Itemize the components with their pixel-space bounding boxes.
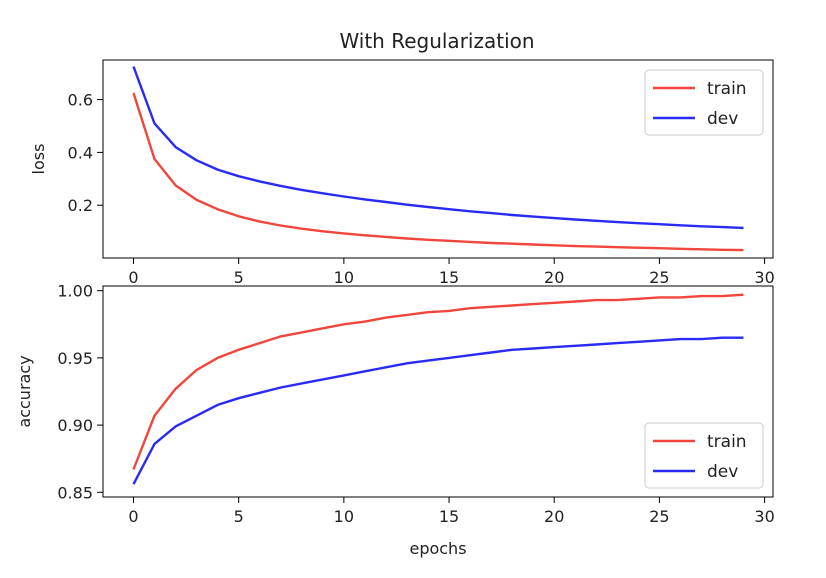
y-tick-label: 0.95 xyxy=(57,349,93,368)
y-tick-label: 1.00 xyxy=(57,282,93,301)
x-tick-label: 0 xyxy=(128,507,138,526)
legend-label-dev: dev xyxy=(707,462,738,482)
series-line-dev xyxy=(132,66,744,230)
x-tick-label: 20 xyxy=(544,268,564,287)
axes-frame xyxy=(102,285,774,498)
y-tick-label: 0.85 xyxy=(57,483,93,502)
x-tick-label: 5 xyxy=(234,507,244,526)
legend: train dev xyxy=(644,422,764,489)
x-tick-label: 30 xyxy=(754,268,774,287)
series-line-dev xyxy=(132,336,744,485)
y-axis-label: loss xyxy=(29,144,48,175)
y-tick-label: 0.4 xyxy=(68,143,93,162)
y-tick-label: 0.6 xyxy=(68,91,93,110)
legend-label-train: train xyxy=(707,79,747,99)
x-tick-label: 15 xyxy=(439,507,459,526)
x-tick-label: 20 xyxy=(544,507,564,526)
x-tick-label: 25 xyxy=(649,507,669,526)
legend: train dev xyxy=(644,69,764,136)
x-tick-label: 10 xyxy=(334,507,354,526)
accuracy-panel: 0 5 10 15 20 25 30 0.85 0.90 0.95 1.00 accuracy epoc… xyxy=(15,282,775,558)
axes-frame xyxy=(102,59,774,259)
legend-label-train: train xyxy=(707,432,747,452)
x-tick-label: 30 xyxy=(754,507,774,526)
y-axis-label: accuracy xyxy=(15,355,34,427)
x-tick-label: 0 xyxy=(128,268,138,287)
legend-label-dev: dev xyxy=(707,109,738,129)
series-line-train xyxy=(132,293,744,470)
x-tick-label: 5 xyxy=(234,268,244,287)
chart-title: With Regularization xyxy=(339,29,534,53)
x-axis-label: epochs xyxy=(409,539,466,558)
x-tick-label: 15 xyxy=(439,268,459,287)
y-tick-label: 0.2 xyxy=(68,196,93,215)
x-tick-label: 25 xyxy=(649,268,669,287)
y-tick-label: 0.90 xyxy=(57,416,93,435)
loss-panel: 0 5 10 15 20 25 30 0.2 0.4 0.6 loss train dev xyxy=(29,59,775,287)
series-line-train xyxy=(132,92,744,252)
x-tick-label: 10 xyxy=(334,268,354,287)
